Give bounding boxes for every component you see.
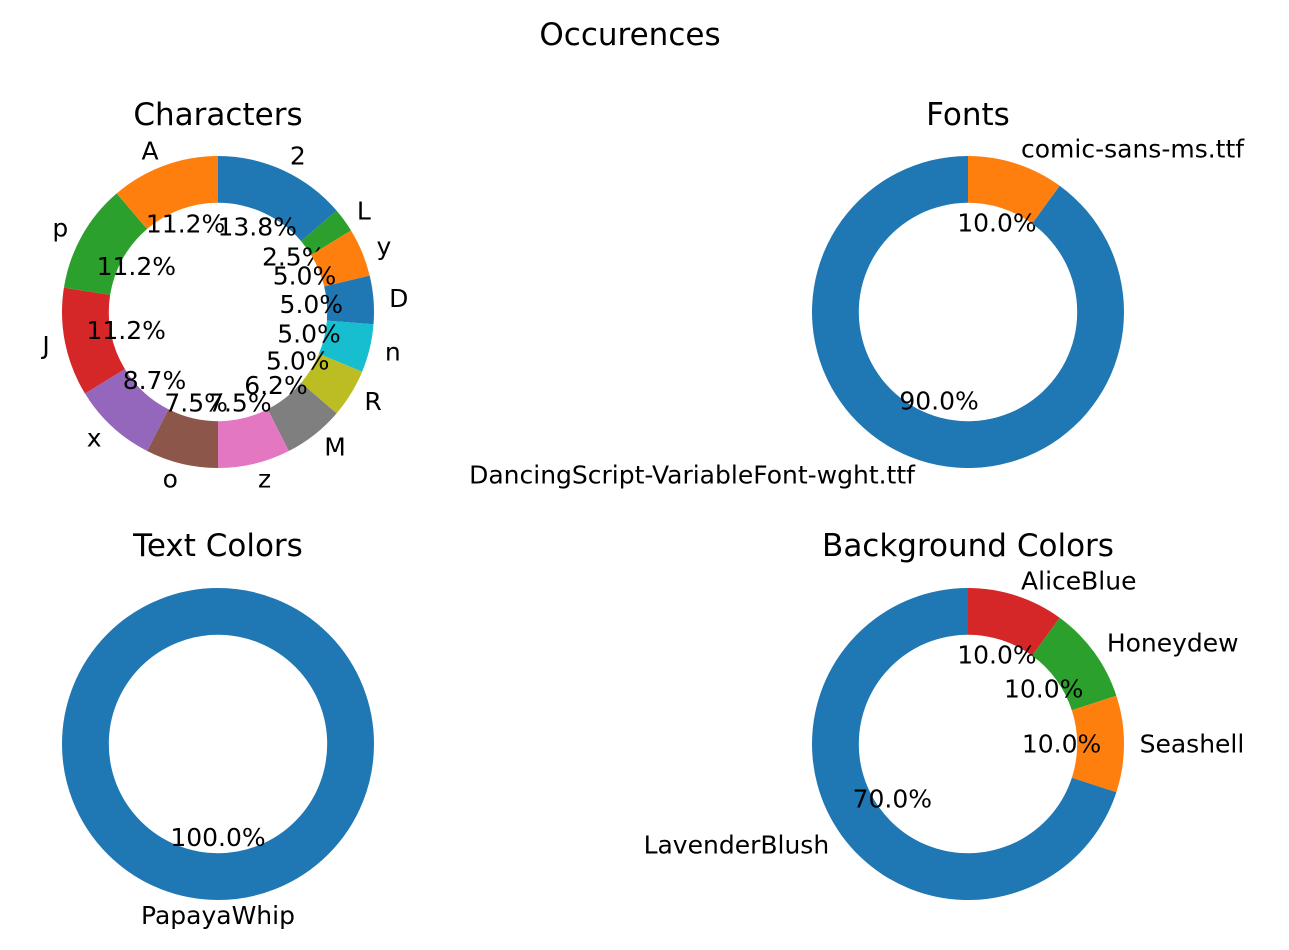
chart-background-colors-wedge-honeydew-1 <box>1032 617 1117 711</box>
chart-characters-wedge-j-10 <box>62 287 125 394</box>
chart-characters-label-z-7: z <box>258 464 271 493</box>
chart-characters-wedge-a-12 <box>116 156 218 229</box>
chart-characters-percent-2-0: 13.8% <box>217 212 296 241</box>
chart-background-colors-percent-lavenderblush-3: 70.0% <box>853 785 932 814</box>
chart-background-colors-label-seashell-2: Seashell <box>1140 730 1245 759</box>
chart-characters-label-y-2: y <box>377 232 392 261</box>
chart-characters-percent-r-5: 5.0% <box>266 346 330 375</box>
chart-fonts-percent-dancingscript-variablefont-wght-ttf-1: 90.0% <box>899 387 978 416</box>
chart-background-colors-label-honeydew-1: Honeydew <box>1107 629 1239 658</box>
chart-fonts: Fonts comic-sans-ms.ttf 10.0% DancingScript… <box>469 97 1245 490</box>
chart-characters-percent-z-7: 7.5% <box>208 389 272 418</box>
chart-characters-percent-m-6: 6.2% <box>244 371 308 400</box>
chart-characters-percent-n-4: 5.0% <box>277 319 341 348</box>
chart-fonts-wedge-dancingscript-variablefont-wght-ttf-1 <box>812 156 1124 468</box>
chart-characters-label-l-1: L <box>357 197 371 226</box>
chart-fonts-title: Fonts <box>926 97 1010 133</box>
chart-characters-percent-p-11: 11.2% <box>97 252 176 281</box>
chart-text-colors-title: Text Colors <box>132 528 303 564</box>
chart-characters-wedge-p-11 <box>63 193 148 295</box>
chart-text-colors-percent-papayawhip-0: 100.0% <box>170 823 265 852</box>
chart-fonts-label-comic-sans-ms-ttf-0: comic-sans-ms.ttf <box>1021 134 1245 163</box>
chart-characters-percent-j-10: 11.2% <box>86 316 165 345</box>
chart-characters-percent-x-9: 8.7% <box>123 366 187 395</box>
chart-characters-wedge-2-0 <box>218 156 337 242</box>
chart-characters-wedge-n-4 <box>318 320 374 372</box>
chart-characters-label-a-12: A <box>141 137 158 166</box>
chart-fonts-wedge-comic-sans-ms-ttf-0 <box>968 156 1060 224</box>
chart-background-colors-wedge-seashell-2 <box>1071 695 1124 793</box>
chart-characters-label-j-10: J <box>40 331 49 360</box>
chart-characters-label-n-4: n <box>385 338 401 367</box>
chart-background-colors-label-aliceblue-0: AliceBlue <box>1021 566 1136 595</box>
chart-characters-wedge-m-6 <box>267 382 337 451</box>
chart-text-colors-wedge-papayawhip-0 <box>61 588 375 901</box>
chart-characters-label-d-3: D <box>389 284 408 313</box>
chart-text-colors: Text Colors PapayaWhip 100.0% <box>61 528 375 930</box>
chart-background-colors-wedge-aliceblue-0 <box>968 588 1060 656</box>
chart-characters-label-o-8: o <box>163 464 178 493</box>
chart-characters-percent-a-12: 11.2% <box>146 210 225 239</box>
chart-text-colors-label-papayawhip-0: PapayaWhip <box>141 901 295 930</box>
chart-background-colors-percent-seashell-2: 10.0% <box>1022 730 1101 759</box>
chart-characters-wedge-r-5 <box>301 353 363 414</box>
chart-characters-wedge-d-3 <box>324 275 374 325</box>
chart-characters-label-r-5: R <box>364 387 381 416</box>
chart-characters-label-x-9: x <box>87 424 102 453</box>
chart-background-colors-percent-aliceblue-0: 10.0% <box>957 640 1036 669</box>
chart-background-colors-label-lavenderblush-3: LavenderBlush <box>644 830 830 859</box>
figure-title: Occurences <box>539 17 720 53</box>
chart-background-colors-wedge-lavenderblush-3 <box>812 588 1117 900</box>
chart-characters-percent-d-3: 5.0% <box>280 290 344 319</box>
chart-characters-label-2-0: 2 <box>290 142 306 171</box>
chart-characters-wedge-x-9 <box>84 369 169 451</box>
chart-characters-label-p-11: p <box>52 214 68 243</box>
chart-characters-wedge-y-2 <box>311 230 370 287</box>
chart-characters-wedge-o-8 <box>147 409 218 468</box>
chart-background-colors-percent-honeydew-1: 10.0% <box>1004 674 1083 703</box>
chart-characters-label-m-6: M <box>324 432 346 461</box>
chart-fonts-label-dancingscript-variablefont-wght-ttf-1: DancingScript-VariableFont-wght.ttf <box>469 461 916 490</box>
chart-fonts-percent-comic-sans-ms-ttf-0: 10.0% <box>957 208 1036 237</box>
chart-background-colors-title: Background Colors <box>822 528 1114 564</box>
chart-characters-wedge-z-7 <box>218 409 289 468</box>
chart-characters-percent-o-8: 7.5% <box>164 389 228 418</box>
chart-characters-wedge-l-1 <box>301 210 352 255</box>
chart-characters-title: Characters <box>133 97 302 133</box>
chart-characters-percent-y-2: 5.0% <box>273 262 337 291</box>
